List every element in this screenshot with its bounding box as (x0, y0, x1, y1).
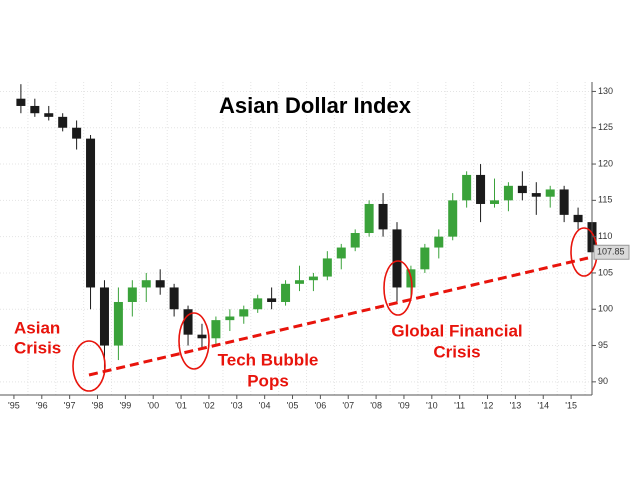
y-tick-label: 110 (598, 231, 612, 241)
x-tick-label: '00 (147, 400, 159, 410)
candle-body (225, 316, 235, 321)
candle-body (308, 276, 318, 281)
y-tick-label: 125 (598, 122, 613, 132)
highlight-circle (72, 340, 106, 392)
candle-body (44, 113, 54, 117)
x-tick-label: '14 (537, 400, 549, 410)
x-tick-label: '08 (370, 400, 382, 410)
candle-body (448, 200, 458, 237)
annotation: Asian (14, 318, 60, 337)
highlight-circle (383, 260, 413, 316)
last-value-box (593, 244, 630, 260)
candle-body (364, 203, 374, 234)
y-tick-label: 120 (598, 158, 613, 168)
candle-body (58, 116, 68, 128)
candle-body (517, 185, 527, 194)
grid (0, 82, 592, 395)
candle-body (503, 185, 513, 201)
candle-body (183, 309, 193, 335)
candle-body (573, 214, 583, 223)
annotation: Crisis (433, 342, 480, 361)
candle-body (30, 105, 40, 114)
candle-body (545, 189, 555, 197)
x-tick-label: '03 (231, 400, 243, 410)
x-tick-label: '07 (342, 400, 354, 410)
candle-body (99, 287, 109, 346)
candle-body (378, 203, 388, 230)
highlight-circle (178, 312, 210, 370)
x-tick-label: '10 (426, 400, 438, 410)
candle-body (531, 193, 541, 197)
candle-body (239, 309, 249, 317)
x-tick-label: '95 (8, 400, 20, 410)
trend-line (88, 256, 589, 377)
candle-body (476, 174, 486, 204)
annotation: Global Financial (391, 321, 522, 340)
candle-body (211, 320, 221, 339)
y-tick-label: 90 (598, 376, 608, 386)
candle-body (16, 98, 26, 106)
candle-body (420, 247, 430, 270)
x-tick-label: '05 (287, 400, 299, 410)
x-tick-label: '06 (315, 400, 327, 410)
candle-body (267, 298, 277, 302)
y-tick-label: 130 (598, 86, 613, 96)
x-tick-label: '02 (203, 400, 215, 410)
x-tick-label: '97 (64, 400, 76, 410)
candle-body (489, 200, 499, 204)
candle-body (86, 138, 96, 288)
x-tick-label: '11 (454, 400, 465, 410)
chart-title: Asian Dollar Index (219, 93, 412, 118)
annotation: Tech Bubble (218, 350, 319, 369)
last-value-label: 107.85 (597, 247, 625, 257)
candle-body (141, 280, 151, 288)
candle-body (462, 174, 472, 201)
x-tick-label: '04 (259, 400, 271, 410)
candle-body (322, 258, 332, 277)
candle-body (197, 334, 207, 339)
x-tick-label: '98 (92, 400, 104, 410)
candle-body (336, 247, 346, 259)
x-tick-label: '99 (119, 400, 131, 410)
candles (16, 84, 597, 375)
x-tick-label: '01 (175, 400, 187, 410)
candle-body (281, 283, 291, 302)
x-tick-label: '12 (482, 400, 494, 410)
candle-body (392, 229, 402, 288)
annotation: Pops (247, 371, 289, 390)
x-tick-label: '09 (398, 400, 410, 410)
candle-body (155, 280, 165, 288)
candle-body (434, 236, 444, 248)
y-tick-label: 105 (598, 267, 613, 277)
candle-body (113, 301, 123, 346)
x-tick-label: '96 (36, 400, 48, 410)
y-tick-label: 100 (598, 304, 613, 314)
candle-body (72, 127, 82, 139)
candle-body (127, 287, 137, 302)
candle-body (350, 233, 360, 248)
candle-body (169, 287, 179, 310)
y-tick-label: 95 (598, 340, 608, 350)
x-tick-label: '15 (565, 400, 577, 410)
candle-body (559, 189, 569, 215)
y-tick-label: 115 (598, 195, 612, 205)
annotation: Crisis (14, 338, 61, 357)
x-tick-label: '13 (510, 400, 522, 410)
candle-body (294, 280, 304, 284)
candle-body (253, 298, 263, 310)
